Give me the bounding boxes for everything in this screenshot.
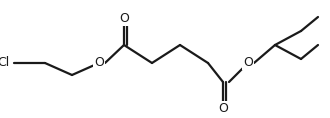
Text: O: O xyxy=(94,57,104,70)
Text: O: O xyxy=(218,102,228,115)
Text: O: O xyxy=(119,12,129,25)
Text: Cl: Cl xyxy=(0,57,9,70)
Text: O: O xyxy=(243,57,253,70)
